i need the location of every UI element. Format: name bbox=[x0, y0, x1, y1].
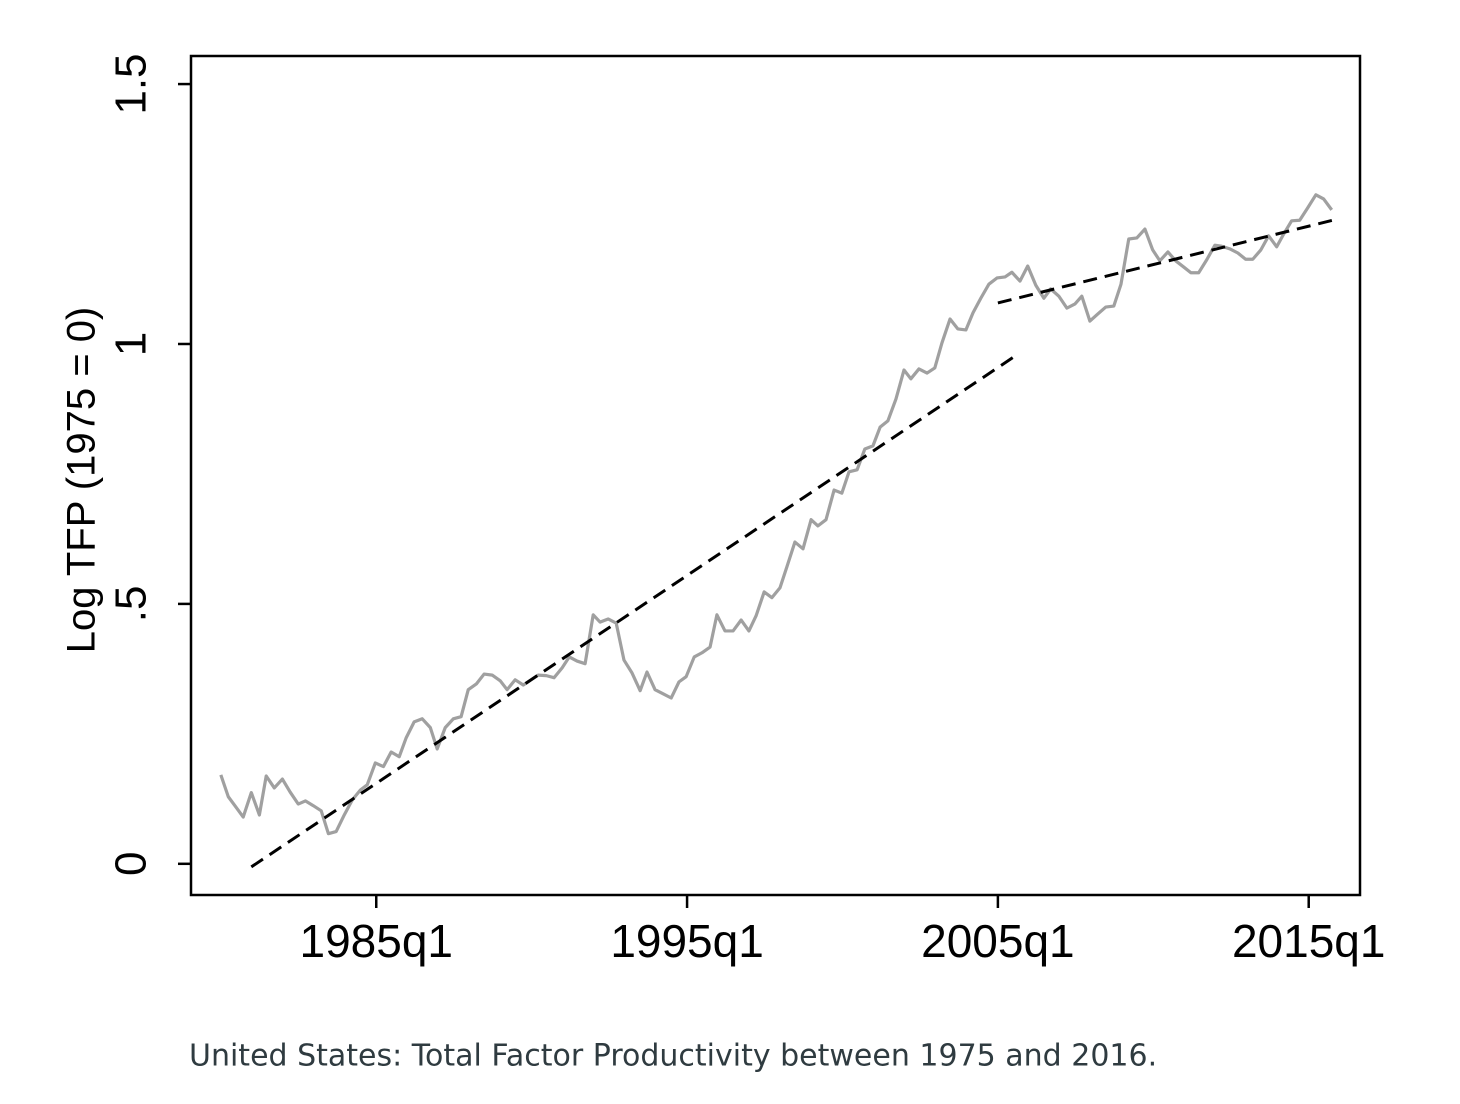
y-tick-label: 1.5 bbox=[107, 53, 156, 114]
y-axis-label: Log TFP (1975 = 0) bbox=[60, 307, 104, 654]
trend-line bbox=[250, 353, 1018, 869]
y-tick-label: 0 bbox=[107, 852, 156, 876]
plot-frame bbox=[189, 54, 1362, 897]
x-tick-label: 1995q1 bbox=[610, 915, 764, 967]
trend-line bbox=[997, 218, 1334, 305]
caption: United States: Total Factor Productivity… bbox=[189, 1039, 1157, 1074]
y-tick-label: .5 bbox=[107, 586, 156, 623]
x-tick-label: 2005q1 bbox=[921, 915, 1075, 967]
x-tick-label: 1985q1 bbox=[299, 915, 453, 967]
series-line bbox=[219, 193, 1334, 836]
y-tick-label: 1 bbox=[107, 332, 156, 356]
x-tick-label: 2015q1 bbox=[1232, 915, 1386, 967]
